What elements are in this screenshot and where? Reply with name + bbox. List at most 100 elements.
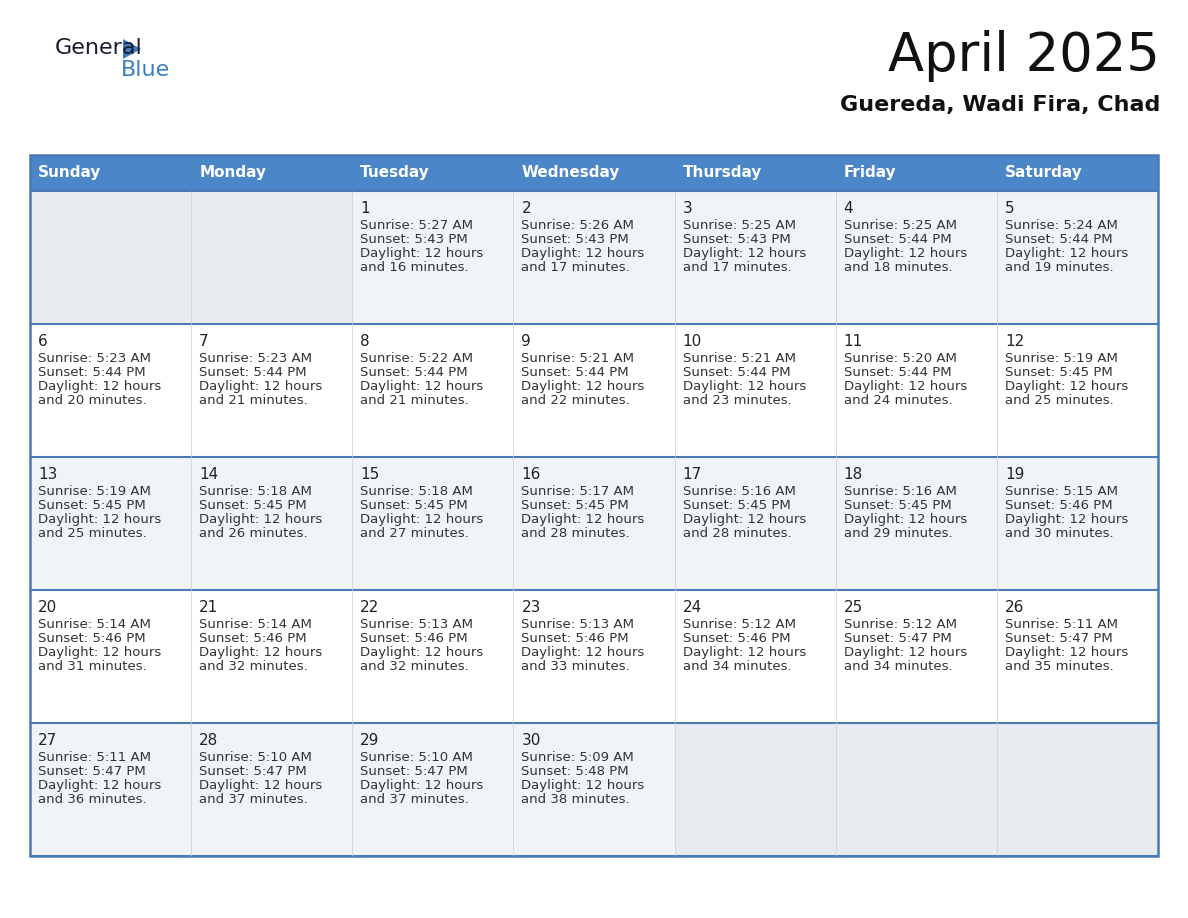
Bar bbox=[30, 590, 1158, 723]
Text: Sunrise: 5:09 AM: Sunrise: 5:09 AM bbox=[522, 751, 634, 764]
Text: and 17 minutes.: and 17 minutes. bbox=[683, 261, 791, 274]
Text: Sunset: 5:47 PM: Sunset: 5:47 PM bbox=[1005, 632, 1113, 645]
Text: 22: 22 bbox=[360, 600, 379, 615]
Text: General: General bbox=[55, 38, 143, 58]
Text: Guereda, Wadi Fira, Chad: Guereda, Wadi Fira, Chad bbox=[840, 95, 1159, 115]
Text: Sunrise: 5:21 AM: Sunrise: 5:21 AM bbox=[683, 352, 796, 365]
Text: Daylight: 12 hours: Daylight: 12 hours bbox=[843, 247, 967, 260]
Text: Sunrise: 5:16 AM: Sunrise: 5:16 AM bbox=[683, 485, 796, 498]
Bar bbox=[30, 324, 1158, 457]
Text: Daylight: 12 hours: Daylight: 12 hours bbox=[843, 646, 967, 659]
Text: Sunrise: 5:10 AM: Sunrise: 5:10 AM bbox=[360, 751, 473, 764]
Text: and 17 minutes.: and 17 minutes. bbox=[522, 261, 630, 274]
Text: and 25 minutes.: and 25 minutes. bbox=[38, 527, 147, 540]
Text: and 38 minutes.: and 38 minutes. bbox=[522, 793, 630, 806]
Text: and 18 minutes.: and 18 minutes. bbox=[843, 261, 953, 274]
Text: Sunset: 5:46 PM: Sunset: 5:46 PM bbox=[360, 632, 468, 645]
Text: Sunrise: 5:23 AM: Sunrise: 5:23 AM bbox=[200, 352, 312, 365]
Text: 5: 5 bbox=[1005, 201, 1015, 216]
Text: and 27 minutes.: and 27 minutes. bbox=[360, 527, 469, 540]
Text: and 32 minutes.: and 32 minutes. bbox=[360, 660, 469, 673]
Text: 13: 13 bbox=[38, 467, 57, 482]
Text: Sunrise: 5:13 AM: Sunrise: 5:13 AM bbox=[360, 618, 473, 631]
Text: and 19 minutes.: and 19 minutes. bbox=[1005, 261, 1113, 274]
Text: Sunrise: 5:11 AM: Sunrise: 5:11 AM bbox=[38, 751, 151, 764]
Text: Sunday: Sunday bbox=[38, 165, 101, 181]
Text: 15: 15 bbox=[360, 467, 379, 482]
Text: 1: 1 bbox=[360, 201, 369, 216]
Text: 7: 7 bbox=[200, 334, 209, 349]
Text: Sunrise: 5:22 AM: Sunrise: 5:22 AM bbox=[360, 352, 473, 365]
Text: Daylight: 12 hours: Daylight: 12 hours bbox=[360, 247, 484, 260]
Text: Sunset: 5:48 PM: Sunset: 5:48 PM bbox=[522, 765, 630, 778]
Text: Sunrise: 5:23 AM: Sunrise: 5:23 AM bbox=[38, 352, 151, 365]
Text: 19: 19 bbox=[1005, 467, 1024, 482]
Polygon shape bbox=[124, 39, 141, 59]
Text: Sunset: 5:44 PM: Sunset: 5:44 PM bbox=[1005, 233, 1112, 246]
Text: Daylight: 12 hours: Daylight: 12 hours bbox=[1005, 380, 1129, 393]
Text: Sunrise: 5:27 AM: Sunrise: 5:27 AM bbox=[360, 219, 473, 232]
Bar bbox=[30, 191, 1158, 324]
Text: and 34 minutes.: and 34 minutes. bbox=[683, 660, 791, 673]
Text: 2: 2 bbox=[522, 201, 531, 216]
Text: Daylight: 12 hours: Daylight: 12 hours bbox=[1005, 247, 1129, 260]
Text: Daylight: 12 hours: Daylight: 12 hours bbox=[360, 513, 484, 526]
Bar bbox=[30, 457, 1158, 590]
Text: Sunset: 5:47 PM: Sunset: 5:47 PM bbox=[38, 765, 146, 778]
Text: and 31 minutes.: and 31 minutes. bbox=[38, 660, 147, 673]
Text: Daylight: 12 hours: Daylight: 12 hours bbox=[38, 646, 162, 659]
Text: 16: 16 bbox=[522, 467, 541, 482]
Bar bbox=[30, 155, 1158, 856]
Text: Sunrise: 5:14 AM: Sunrise: 5:14 AM bbox=[200, 618, 312, 631]
Text: Daylight: 12 hours: Daylight: 12 hours bbox=[522, 247, 645, 260]
Text: 29: 29 bbox=[360, 733, 380, 748]
Text: Tuesday: Tuesday bbox=[360, 165, 430, 181]
Text: Daylight: 12 hours: Daylight: 12 hours bbox=[683, 513, 805, 526]
Text: Sunset: 5:43 PM: Sunset: 5:43 PM bbox=[360, 233, 468, 246]
Text: Sunset: 5:46 PM: Sunset: 5:46 PM bbox=[683, 632, 790, 645]
Text: Daylight: 12 hours: Daylight: 12 hours bbox=[522, 380, 645, 393]
Text: and 16 minutes.: and 16 minutes. bbox=[360, 261, 469, 274]
Text: 6: 6 bbox=[38, 334, 48, 349]
Text: Sunset: 5:44 PM: Sunset: 5:44 PM bbox=[683, 366, 790, 379]
Text: and 30 minutes.: and 30 minutes. bbox=[1005, 527, 1113, 540]
Text: Blue: Blue bbox=[121, 60, 170, 80]
Text: and 35 minutes.: and 35 minutes. bbox=[1005, 660, 1113, 673]
Text: Daylight: 12 hours: Daylight: 12 hours bbox=[522, 513, 645, 526]
Text: Sunset: 5:45 PM: Sunset: 5:45 PM bbox=[1005, 366, 1113, 379]
Text: Sunset: 5:44 PM: Sunset: 5:44 PM bbox=[843, 233, 952, 246]
Text: Thursday: Thursday bbox=[683, 165, 762, 181]
Bar bbox=[191, 191, 353, 324]
Text: Daylight: 12 hours: Daylight: 12 hours bbox=[683, 247, 805, 260]
Text: 23: 23 bbox=[522, 600, 541, 615]
Text: and 22 minutes.: and 22 minutes. bbox=[522, 394, 630, 407]
Text: Friday: Friday bbox=[843, 165, 896, 181]
Text: 11: 11 bbox=[843, 334, 862, 349]
Text: and 26 minutes.: and 26 minutes. bbox=[200, 527, 308, 540]
Text: and 23 minutes.: and 23 minutes. bbox=[683, 394, 791, 407]
Text: Sunset: 5:45 PM: Sunset: 5:45 PM bbox=[200, 499, 307, 512]
Text: Sunset: 5:47 PM: Sunset: 5:47 PM bbox=[843, 632, 952, 645]
Text: and 32 minutes.: and 32 minutes. bbox=[200, 660, 308, 673]
Text: 17: 17 bbox=[683, 467, 702, 482]
Text: 28: 28 bbox=[200, 733, 219, 748]
Text: Sunrise: 5:13 AM: Sunrise: 5:13 AM bbox=[522, 618, 634, 631]
Text: Sunset: 5:43 PM: Sunset: 5:43 PM bbox=[522, 233, 630, 246]
Text: Daylight: 12 hours: Daylight: 12 hours bbox=[200, 779, 322, 792]
Text: Daylight: 12 hours: Daylight: 12 hours bbox=[38, 779, 162, 792]
Text: Sunrise: 5:24 AM: Sunrise: 5:24 AM bbox=[1005, 219, 1118, 232]
Text: Daylight: 12 hours: Daylight: 12 hours bbox=[522, 779, 645, 792]
Text: Sunrise: 5:11 AM: Sunrise: 5:11 AM bbox=[1005, 618, 1118, 631]
Text: Sunrise: 5:15 AM: Sunrise: 5:15 AM bbox=[1005, 485, 1118, 498]
Text: Daylight: 12 hours: Daylight: 12 hours bbox=[843, 513, 967, 526]
Text: Sunset: 5:45 PM: Sunset: 5:45 PM bbox=[38, 499, 146, 512]
Text: Sunrise: 5:12 AM: Sunrise: 5:12 AM bbox=[843, 618, 956, 631]
Text: Daylight: 12 hours: Daylight: 12 hours bbox=[1005, 646, 1129, 659]
Text: Daylight: 12 hours: Daylight: 12 hours bbox=[683, 646, 805, 659]
Bar bbox=[997, 723, 1158, 856]
Text: 18: 18 bbox=[843, 467, 862, 482]
Text: Daylight: 12 hours: Daylight: 12 hours bbox=[360, 380, 484, 393]
Text: and 28 minutes.: and 28 minutes. bbox=[683, 527, 791, 540]
Bar bbox=[675, 723, 835, 856]
Text: Sunrise: 5:12 AM: Sunrise: 5:12 AM bbox=[683, 618, 796, 631]
